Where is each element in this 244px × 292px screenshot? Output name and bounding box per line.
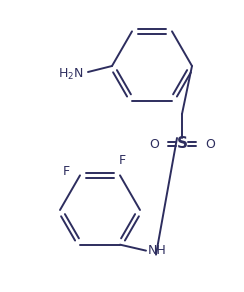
Text: F: F bbox=[63, 165, 70, 178]
Text: O: O bbox=[149, 138, 159, 150]
Text: F: F bbox=[118, 154, 126, 167]
Text: S: S bbox=[176, 136, 187, 152]
Text: H$_2$N: H$_2$N bbox=[58, 67, 84, 81]
Text: NH: NH bbox=[148, 244, 167, 257]
Text: O: O bbox=[205, 138, 215, 150]
